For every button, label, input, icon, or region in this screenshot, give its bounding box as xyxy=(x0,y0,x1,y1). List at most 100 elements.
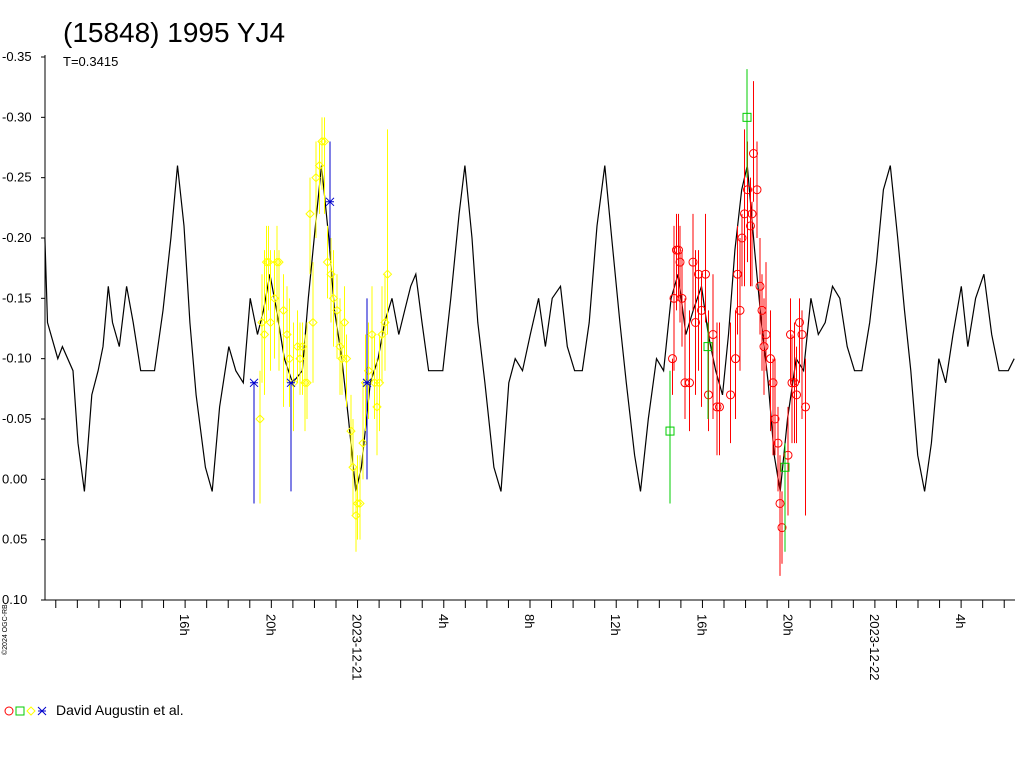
data-point xyxy=(4,706,14,716)
data-point xyxy=(382,269,393,279)
model-curve xyxy=(44,165,1015,492)
x-tick-label: 16h xyxy=(177,614,192,636)
data-point xyxy=(735,305,745,315)
data-point xyxy=(311,172,321,183)
data-point xyxy=(755,281,765,291)
y-tick-label: -0.20 xyxy=(2,230,32,245)
data-point xyxy=(780,462,790,472)
x-tick-label: 4h xyxy=(436,614,451,628)
y-axis-ticks: -0.35 -0.30 -0.25 -0.20 -0.15 -0.10 -0.05 0.00 0… xyxy=(2,49,45,607)
data-point xyxy=(305,209,315,219)
data-point xyxy=(775,498,785,508)
y-tick-label: -0.05 xyxy=(2,411,32,426)
data-point xyxy=(272,257,282,267)
data-point xyxy=(302,378,312,388)
x-tick-label: 2023-12-22 xyxy=(867,614,882,681)
data-point xyxy=(341,353,352,364)
y-tick-label: -0.25 xyxy=(2,170,32,185)
data-point xyxy=(746,221,755,231)
y-tick-label: 0.10 xyxy=(2,592,27,607)
legend-label: David Augustin et al. xyxy=(56,702,184,718)
data-point xyxy=(797,330,807,340)
x-tick-label: 20h xyxy=(263,614,278,636)
y-tick-label: -0.15 xyxy=(2,290,32,305)
data-point xyxy=(278,305,289,316)
y-tick-label: -0.10 xyxy=(2,351,32,366)
data-point xyxy=(743,185,752,195)
data-point xyxy=(752,185,762,195)
data-point xyxy=(346,426,356,436)
data-point xyxy=(286,378,296,388)
x-tick-label: 4h xyxy=(953,614,968,628)
data-point xyxy=(265,317,276,328)
x-tick-label: 12h xyxy=(608,614,623,636)
data-point xyxy=(701,269,710,279)
x-tick-label: 20h xyxy=(781,614,796,636)
data-point xyxy=(284,353,295,364)
data-point xyxy=(319,136,330,147)
data-point xyxy=(261,257,272,267)
data-point xyxy=(363,366,374,376)
chart-title: (15848) 1995 YJ4 xyxy=(63,17,285,48)
data-point xyxy=(15,706,25,716)
data-point xyxy=(777,523,787,533)
data-series xyxy=(665,69,790,552)
data-point xyxy=(362,378,372,388)
data-point xyxy=(737,233,747,243)
data-point xyxy=(335,341,345,352)
model-curve-layer xyxy=(44,165,1015,492)
data-point xyxy=(668,354,677,364)
data-point xyxy=(783,450,793,460)
data-point xyxy=(688,257,698,267)
data-point xyxy=(773,438,783,448)
copyright-text: ©2024 OGC-RB xyxy=(1,604,9,655)
data-point xyxy=(790,378,799,388)
data-point xyxy=(259,329,270,340)
data-point xyxy=(249,378,259,388)
data-point xyxy=(801,402,810,412)
data-point xyxy=(26,706,36,716)
data-series xyxy=(255,117,393,552)
legend: David Augustin et al. xyxy=(4,702,184,718)
data-point xyxy=(322,257,333,267)
legend-symbols xyxy=(4,706,47,716)
data-point xyxy=(325,197,335,207)
x-tick-label: 2023-12-21 xyxy=(350,614,365,681)
data-point xyxy=(665,426,675,436)
data-point xyxy=(288,378,299,388)
data-point xyxy=(742,112,752,122)
data-point xyxy=(712,402,722,412)
data-point xyxy=(328,293,339,304)
data-series xyxy=(249,141,372,504)
data-point xyxy=(795,317,804,327)
y-tick-label: 0.05 xyxy=(2,532,27,547)
x-tick-label: 16h xyxy=(694,614,709,636)
data-point xyxy=(308,317,318,328)
x-axis-ticks: 16h 20h 2023-12-21 4h 8h 12h 16h 20h 2023-12-22 4… xyxy=(55,600,1005,681)
axes xyxy=(44,55,1015,601)
data-point xyxy=(358,438,368,448)
data-point xyxy=(792,390,801,400)
data-point xyxy=(300,378,310,388)
data-point xyxy=(37,706,47,716)
y-tick-label: -0.30 xyxy=(2,109,32,124)
data-point xyxy=(770,414,780,424)
chart-subtitle: T=0.3415 xyxy=(63,54,118,69)
data-point xyxy=(703,342,713,352)
data-point xyxy=(255,414,265,424)
data-point xyxy=(348,462,358,472)
y-tick-label: 0.00 xyxy=(2,471,27,486)
data-point xyxy=(339,317,350,328)
data-point xyxy=(263,257,274,267)
data-point xyxy=(747,209,757,219)
data-point xyxy=(367,329,377,340)
data-series xyxy=(668,81,810,576)
data-point xyxy=(685,378,694,388)
data-point xyxy=(355,498,365,509)
data-point xyxy=(274,257,284,267)
data-point xyxy=(726,390,735,400)
data-point xyxy=(768,378,778,388)
data-point xyxy=(351,510,361,521)
data-point xyxy=(759,342,769,352)
